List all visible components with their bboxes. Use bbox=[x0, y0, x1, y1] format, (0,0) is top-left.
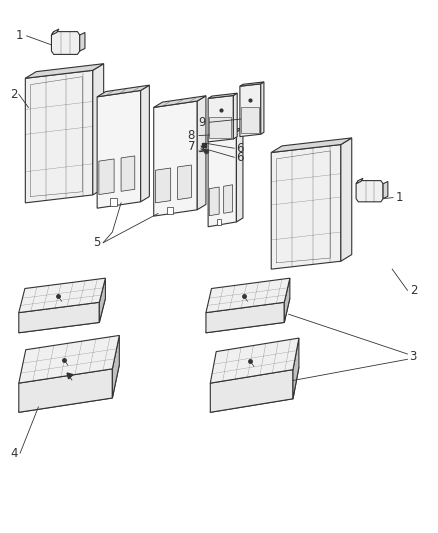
Polygon shape bbox=[240, 84, 261, 136]
Polygon shape bbox=[271, 138, 352, 152]
Polygon shape bbox=[356, 181, 383, 202]
Bar bbox=[241, 107, 259, 133]
Polygon shape bbox=[154, 96, 206, 108]
Polygon shape bbox=[19, 278, 106, 313]
Polygon shape bbox=[208, 128, 243, 136]
Polygon shape bbox=[233, 93, 237, 139]
Polygon shape bbox=[206, 302, 284, 333]
Polygon shape bbox=[178, 165, 191, 199]
Polygon shape bbox=[210, 338, 299, 383]
Polygon shape bbox=[80, 33, 85, 51]
Text: 8: 8 bbox=[188, 129, 195, 142]
Polygon shape bbox=[155, 168, 171, 203]
Polygon shape bbox=[293, 338, 299, 399]
Polygon shape bbox=[197, 96, 206, 210]
Polygon shape bbox=[208, 93, 237, 99]
Polygon shape bbox=[51, 31, 80, 54]
Polygon shape bbox=[224, 185, 233, 213]
Polygon shape bbox=[341, 138, 352, 261]
Polygon shape bbox=[210, 367, 299, 413]
Text: 1: 1 bbox=[16, 29, 23, 42]
Text: 7: 7 bbox=[187, 140, 195, 152]
Bar bbox=[209, 117, 231, 139]
Text: 6: 6 bbox=[237, 151, 244, 164]
Polygon shape bbox=[97, 85, 149, 97]
Polygon shape bbox=[209, 187, 219, 216]
Text: 6: 6 bbox=[237, 142, 244, 155]
Polygon shape bbox=[237, 128, 243, 222]
Polygon shape bbox=[356, 178, 363, 184]
Polygon shape bbox=[208, 95, 233, 142]
Polygon shape bbox=[25, 63, 104, 78]
Polygon shape bbox=[206, 278, 290, 313]
Polygon shape bbox=[97, 91, 141, 208]
Text: 4: 4 bbox=[11, 447, 18, 459]
Text: 2: 2 bbox=[410, 284, 417, 297]
Text: 2: 2 bbox=[10, 87, 18, 101]
Polygon shape bbox=[154, 101, 197, 216]
Polygon shape bbox=[99, 278, 106, 322]
Polygon shape bbox=[383, 181, 388, 199]
Polygon shape bbox=[51, 29, 59, 35]
Polygon shape bbox=[19, 302, 99, 333]
Polygon shape bbox=[99, 159, 114, 195]
Polygon shape bbox=[271, 144, 341, 269]
Polygon shape bbox=[93, 63, 104, 195]
Polygon shape bbox=[19, 369, 113, 413]
Polygon shape bbox=[113, 335, 119, 398]
Text: 1: 1 bbox=[395, 191, 403, 204]
Polygon shape bbox=[284, 278, 290, 322]
Polygon shape bbox=[206, 298, 290, 333]
Polygon shape bbox=[210, 369, 293, 413]
Polygon shape bbox=[19, 335, 119, 383]
Bar bbox=[110, 198, 117, 206]
Polygon shape bbox=[25, 70, 93, 203]
Polygon shape bbox=[19, 298, 106, 333]
Text: 3: 3 bbox=[410, 350, 417, 363]
Text: 9: 9 bbox=[198, 116, 206, 129]
Polygon shape bbox=[240, 82, 264, 86]
Bar bbox=[217, 219, 221, 225]
Text: 5: 5 bbox=[93, 236, 101, 249]
Bar bbox=[167, 207, 173, 214]
Polygon shape bbox=[261, 82, 264, 134]
Polygon shape bbox=[121, 156, 135, 191]
Polygon shape bbox=[19, 365, 119, 413]
Polygon shape bbox=[208, 132, 237, 227]
Polygon shape bbox=[141, 85, 149, 202]
